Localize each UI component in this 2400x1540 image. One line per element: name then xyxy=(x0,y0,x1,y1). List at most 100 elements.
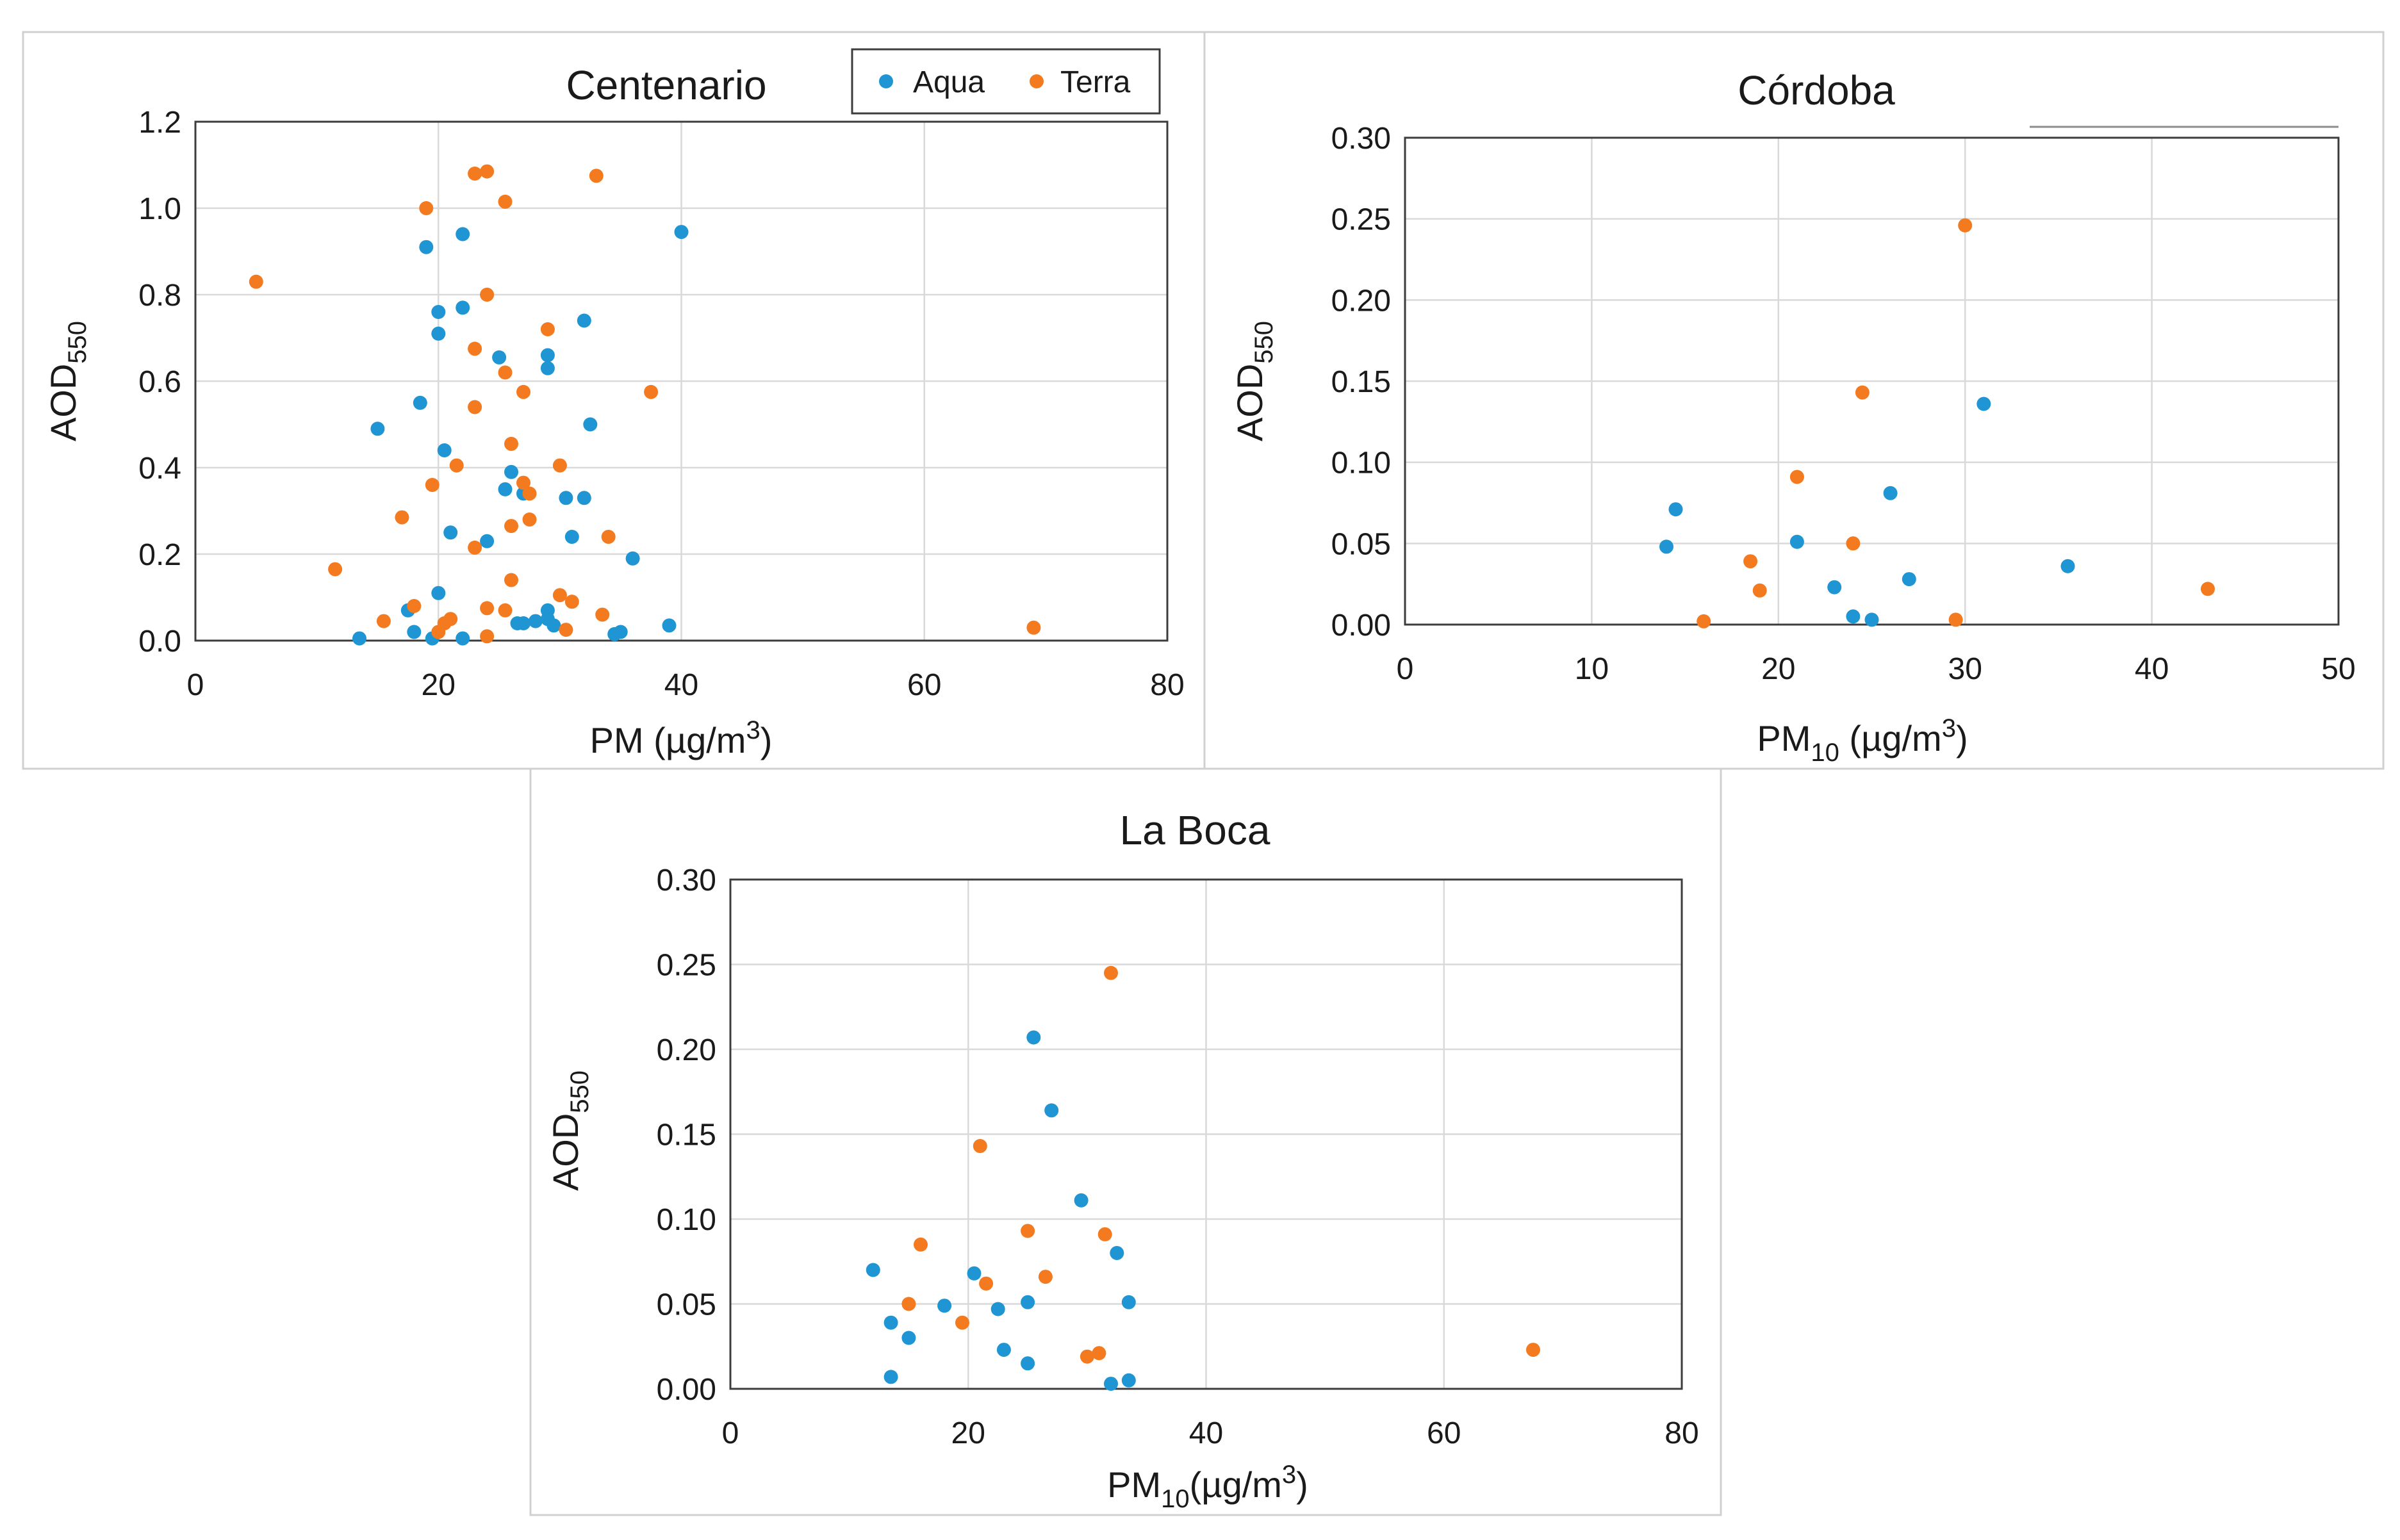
data-point-aqua-centenario xyxy=(431,326,446,341)
y-tick-label: 0.30 xyxy=(657,864,716,897)
data-point-terra-centenario xyxy=(419,201,434,215)
data-point-aqua-centenario xyxy=(577,491,591,505)
data-point-terra-la-boca xyxy=(1526,1343,1540,1357)
data-point-aqua-la-boca xyxy=(884,1370,898,1384)
data-point-aqua-centenario xyxy=(456,300,470,315)
data-point-terra-la-boca xyxy=(979,1276,994,1291)
data-point-aqua-centenario xyxy=(456,631,470,646)
data-point-terra-centenario xyxy=(449,458,464,473)
x-tick-label: 60 xyxy=(907,668,941,702)
data-point-aqua-cordoba xyxy=(1864,612,1879,627)
data-point-terra-la-boca xyxy=(901,1297,916,1311)
data-points-cordoba xyxy=(1659,218,2215,628)
y-tick-label: 0.10 xyxy=(657,1203,716,1237)
y-tick-label: 0.2 xyxy=(138,538,181,572)
x-tick-label: 20 xyxy=(422,668,456,702)
y-tick-label: 0.05 xyxy=(1331,527,1391,561)
chart-cordoba: Córdoba 0.00 0.05 0.10 0.15 0.20 0.25 0.30 0 10… xyxy=(1203,31,2385,770)
y-tick-label: 0.30 xyxy=(1331,122,1391,156)
data-point-terra-la-boca xyxy=(1092,1346,1106,1361)
x-tick-labels-cordoba: 0 10 20 30 40 50 xyxy=(1397,652,2356,686)
data-point-aqua-centenario xyxy=(564,530,579,544)
legend-marker-terra xyxy=(1030,74,1044,88)
data-point-aqua-la-boca xyxy=(937,1298,952,1313)
data-point-aqua-cordoba xyxy=(1977,397,1991,411)
data-point-aqua-cordoba xyxy=(1668,502,1683,517)
data-point-terra-cordoba xyxy=(1697,614,1711,628)
data-point-terra-centenario xyxy=(552,588,567,603)
data-point-terra-centenario xyxy=(443,612,458,627)
data-point-aqua-centenario xyxy=(413,395,427,410)
data-point-aqua-cordoba xyxy=(1827,580,1842,594)
data-point-terra-la-boca xyxy=(1104,965,1118,980)
data-point-aqua-la-boca xyxy=(1104,1377,1118,1391)
data-point-terra-centenario xyxy=(1026,620,1041,635)
data-point-aqua-la-boca xyxy=(990,1302,1005,1316)
data-point-aqua-la-boca xyxy=(1121,1373,1136,1388)
gridlines-cordoba xyxy=(1405,138,2338,625)
data-point-aqua-la-boca xyxy=(901,1331,916,1345)
data-point-aqua-centenario xyxy=(559,491,573,505)
data-point-terra-centenario xyxy=(504,519,518,534)
chart-title-cordoba: Córdoba xyxy=(1738,67,1895,113)
legend-marker-aqua xyxy=(879,74,893,88)
data-point-terra-la-boca xyxy=(955,1315,969,1330)
data-point-aqua-centenario xyxy=(407,625,422,639)
y-tick-labels-la-boca: 0.00 0.05 0.10 0.15 0.20 0.25 0.30 xyxy=(657,864,716,1407)
data-point-aqua-centenario xyxy=(613,625,628,639)
data-point-aqua-centenario xyxy=(625,551,640,566)
data-points-la-boca xyxy=(866,965,1540,1391)
data-point-aqua-la-boca xyxy=(1074,1193,1089,1208)
data-point-aqua-centenario xyxy=(577,313,591,328)
data-point-aqua-centenario xyxy=(662,618,677,633)
gridlines-la-boca xyxy=(730,880,1682,1389)
y-tick-label: 1.0 xyxy=(138,192,181,226)
panel-frame-la-boca xyxy=(529,767,1722,1516)
y-axis-label-cordoba: AOD550 xyxy=(1229,321,1278,441)
data-point-terra-la-boca xyxy=(1038,1270,1053,1284)
data-point-aqua-la-boca xyxy=(1026,1030,1041,1045)
data-point-terra-centenario xyxy=(468,167,482,181)
data-point-aqua-centenario xyxy=(498,482,513,496)
data-point-aqua-centenario xyxy=(419,240,434,254)
panel-frame-centenario xyxy=(22,31,1206,770)
chart-title-centenario: Centenario xyxy=(566,62,766,108)
data-point-aqua-cordoba xyxy=(1883,486,1898,500)
data-point-aqua-la-boca xyxy=(1021,1356,1035,1371)
y-tick-label: 0.25 xyxy=(657,949,716,983)
y-tick-label: 0.20 xyxy=(657,1033,716,1067)
data-point-aqua-centenario xyxy=(352,631,366,646)
x-tick-label: 80 xyxy=(1150,668,1184,702)
data-point-terra-cordoba xyxy=(1846,536,1861,551)
data-point-aqua-centenario xyxy=(437,443,452,457)
data-point-aqua-la-boca xyxy=(1121,1295,1136,1309)
y-axis-label-la-boca: AOD550 xyxy=(545,1070,594,1191)
data-point-terra-centenario xyxy=(516,475,530,490)
x-tick-label: 40 xyxy=(1189,1416,1223,1450)
data-point-terra-centenario xyxy=(425,478,440,492)
data-point-aqua-la-boca xyxy=(996,1343,1011,1357)
data-point-terra-la-boca xyxy=(973,1139,987,1153)
data-point-aqua-centenario xyxy=(480,534,495,548)
y-tick-label: 0.8 xyxy=(138,279,181,313)
data-point-terra-centenario xyxy=(522,486,537,501)
y-tick-label: 0.6 xyxy=(138,365,181,399)
data-point-aqua-centenario xyxy=(540,348,555,363)
data-point-aqua-centenario xyxy=(370,422,385,436)
data-point-aqua-centenario xyxy=(504,464,518,479)
y-tick-label: 0.20 xyxy=(1331,284,1391,318)
data-point-terra-centenario xyxy=(249,274,263,289)
x-tick-label: 20 xyxy=(951,1416,985,1450)
data-point-terra-cordoba xyxy=(1948,612,1963,627)
data-point-terra-centenario xyxy=(540,322,555,336)
data-point-aqua-la-boca xyxy=(884,1315,898,1330)
chart-la-boca: La Boca 0.00 0.05 0.10 0.15 0.20 0.25 0.30 0 20… xyxy=(529,767,1722,1516)
data-point-aqua-centenario xyxy=(547,618,561,633)
y-tick-label: 0.4 xyxy=(138,452,181,486)
x-tick-label: 40 xyxy=(2135,652,2169,686)
x-tick-label: 80 xyxy=(1664,1416,1698,1450)
data-point-terra-cordoba xyxy=(1752,583,1767,598)
data-point-terra-centenario xyxy=(498,603,513,618)
data-point-terra-centenario xyxy=(480,288,495,302)
